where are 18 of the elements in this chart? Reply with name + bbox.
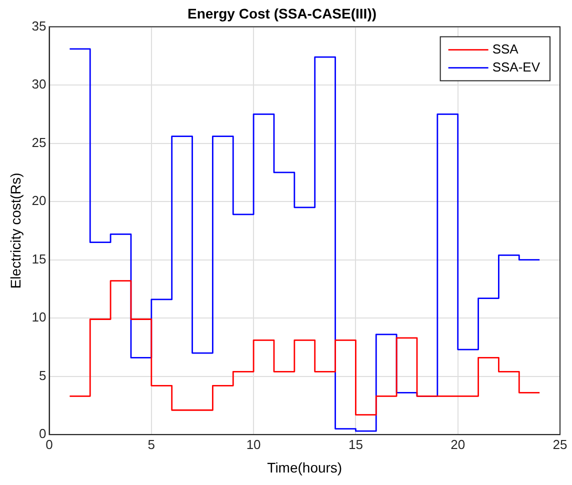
legend-label: SSA-EV: [492, 59, 540, 74]
y-tick-label: 10: [32, 310, 46, 325]
y-tick-label: 35: [32, 18, 46, 34]
legend-label: SSA: [492, 41, 519, 56]
y-tick-label: 25: [32, 134, 46, 150]
y-tick-label: 20: [32, 193, 46, 208]
x-tick-label: 5: [148, 436, 156, 452]
y-tick-label: 15: [32, 251, 46, 266]
x-tick-label: 10: [246, 436, 261, 452]
x-axis-title: Time(hours): [267, 459, 342, 476]
y-tick-label: 30: [32, 76, 46, 92]
x-tick-label: 15: [348, 436, 363, 452]
x-tick-label: 20: [450, 436, 466, 452]
y-axis-title: Electricity cost(Rs): [7, 172, 24, 289]
y-tick-label: 0: [39, 426, 46, 442]
y-tick-label: 5: [39, 368, 46, 383]
chart-title: Energy Cost (SSA-CASE(III)): [187, 5, 377, 22]
x-tick-label: 25: [552, 436, 568, 452]
